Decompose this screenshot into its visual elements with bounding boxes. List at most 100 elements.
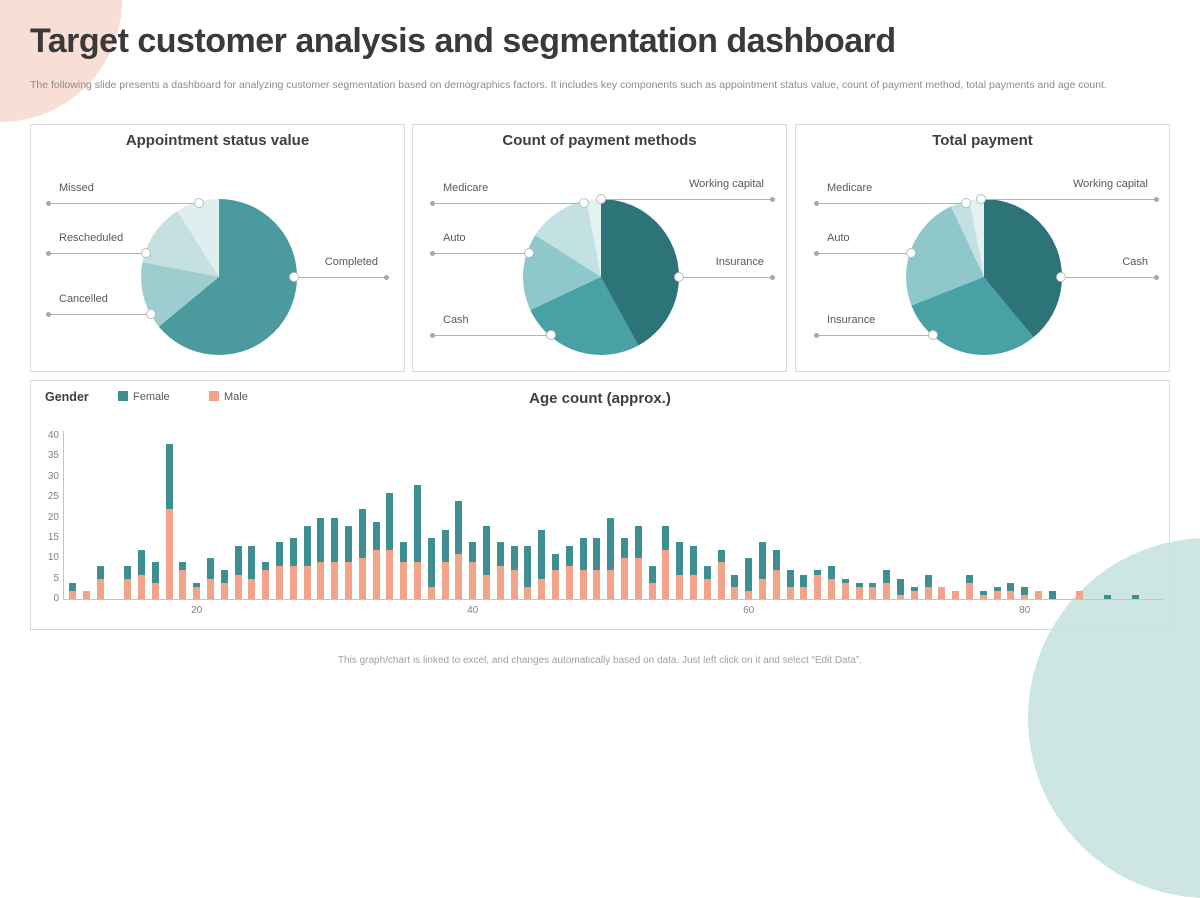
pie-slice-label: Medicare xyxy=(827,182,873,194)
age-bar-female-segment xyxy=(924,574,932,587)
age-bar-female-segment xyxy=(151,562,159,583)
age-bar-female-segment xyxy=(979,590,987,595)
age-bar-female-segment xyxy=(1048,590,1056,599)
age-bar-male-segment xyxy=(841,582,849,599)
pie-callout-dot xyxy=(430,201,435,206)
age-bar-male-segment xyxy=(952,590,960,599)
age-bar-female-segment xyxy=(538,529,546,579)
excel-link-note: This graph/chart is linked to excel, and… xyxy=(337,655,863,666)
age-bar-female-segment xyxy=(483,525,490,575)
pie-slice-marker xyxy=(141,248,151,258)
age-bar-female-segment xyxy=(96,566,104,579)
age-bar-male-segment xyxy=(82,590,90,599)
y-axis-label: 10 xyxy=(47,552,59,564)
age-bar-female-segment xyxy=(193,582,201,587)
age-bar-male-segment xyxy=(124,578,132,599)
pie-slice-marker xyxy=(1056,272,1066,282)
y-axis-label: 20 xyxy=(47,511,59,523)
age-bar-female-segment xyxy=(524,546,532,587)
pie-callout-line xyxy=(679,277,772,278)
pie-callout-line xyxy=(432,203,584,204)
age-bar-male-segment xyxy=(165,509,173,599)
age-bar-male-segment xyxy=(662,550,670,599)
pie-slice-marker xyxy=(289,272,299,282)
pie-callout-dot xyxy=(46,201,51,206)
age-bar-male-segment xyxy=(234,574,242,599)
pie-callout-dot xyxy=(770,197,775,202)
pie-callout-line xyxy=(294,277,386,278)
pie-callout-line xyxy=(816,203,966,204)
age-bar-male-segment xyxy=(897,594,904,599)
pie-slice-marker xyxy=(546,330,556,340)
age-bar-male-segment xyxy=(565,566,573,599)
age-bar-male-segment xyxy=(455,554,463,599)
age-bar-male-segment xyxy=(262,570,270,599)
age-bar-female-segment xyxy=(138,550,145,575)
age-bar-female-segment xyxy=(897,578,904,595)
age-bar-male-segment xyxy=(220,582,228,599)
age-bar-female-segment xyxy=(772,550,780,571)
age-bar-male-segment xyxy=(772,570,780,599)
pie-callout-dot xyxy=(814,251,819,256)
total-payment-panel[interactable]: Total payment Medicare Auto Insurance Worki… xyxy=(795,124,1170,372)
age-bar-male-segment xyxy=(96,578,104,599)
age-bar-female-segment xyxy=(69,582,76,591)
age-bar-female-segment xyxy=(248,546,256,579)
age-bar-male-segment xyxy=(607,570,615,599)
appointment-status-panel[interactable]: Appointment status value Missed Reschedul… xyxy=(30,124,405,372)
age-bar-female-segment xyxy=(386,493,394,551)
age-bar-male-segment xyxy=(621,558,628,599)
age-bar-female-segment xyxy=(276,541,283,567)
age-bar-female-segment xyxy=(441,529,449,563)
age-bar-female-segment xyxy=(331,517,339,563)
pie-callout-dot xyxy=(46,312,51,317)
age-bar-female-segment xyxy=(345,525,352,563)
age-bar-male-segment xyxy=(469,562,477,599)
age-count-panel[interactable]: Gender Female Male Age count (approx.) 0… xyxy=(30,380,1170,630)
age-bar-male-segment xyxy=(386,550,394,599)
y-axis-label: 15 xyxy=(47,531,59,543)
x-axis-label: 20 xyxy=(191,605,203,616)
pie-slice-marker xyxy=(976,194,986,204)
age-bar-male-segment xyxy=(814,574,822,599)
age-bar-male-segment xyxy=(690,574,697,599)
payment-methods-count-panel[interactable]: Count of payment methods Medicare Auto Cas… xyxy=(412,124,787,372)
age-bar-female-segment xyxy=(303,525,311,567)
age-bar-male-segment xyxy=(276,566,283,599)
age-bar-male-segment xyxy=(496,566,504,599)
age-bar-male-segment xyxy=(151,582,159,599)
pie-slice-marker xyxy=(194,198,204,208)
age-bar-female-segment xyxy=(593,537,601,571)
age-bar-female-segment xyxy=(883,570,891,583)
pie-slice-label: Rescheduled xyxy=(59,232,124,244)
age-bar-female-segment xyxy=(634,525,642,559)
payment-methods-count-pie[interactable] xyxy=(523,199,679,355)
male-legend-label: Male xyxy=(224,391,248,403)
pie-slice-label: Auto xyxy=(443,232,466,244)
pie-callout-dot xyxy=(1154,275,1159,280)
total-payment-pie[interactable] xyxy=(906,199,1062,355)
pie-slice-label: Working capital xyxy=(689,178,764,190)
age-bar-female-segment xyxy=(552,554,559,571)
gender-legend-title: Gender xyxy=(45,390,89,404)
age-bar-female-segment xyxy=(234,546,242,575)
pie-slice-marker xyxy=(674,272,684,282)
y-axis-label: 40 xyxy=(47,430,59,441)
pie-callout-dot xyxy=(430,333,435,338)
age-bar-male-segment xyxy=(138,574,145,599)
appointment-status-pie[interactable] xyxy=(141,199,297,355)
age-bar-male-segment xyxy=(552,570,559,599)
age-bar-male-segment xyxy=(966,582,973,599)
age-bar-male-segment xyxy=(69,590,76,599)
age-bar-female-segment xyxy=(565,546,573,567)
age-bar-male-segment xyxy=(993,590,1001,599)
pie-callout-line xyxy=(432,335,551,336)
age-bar-male-segment xyxy=(289,566,297,599)
age-bar-female-segment xyxy=(1007,582,1015,591)
pie-callout-dot xyxy=(814,333,819,338)
age-bar-male-segment xyxy=(745,590,753,599)
age-bar-male-segment xyxy=(427,586,435,599)
age-bar-male-segment xyxy=(703,578,711,599)
age-bar-female-segment xyxy=(703,566,711,579)
